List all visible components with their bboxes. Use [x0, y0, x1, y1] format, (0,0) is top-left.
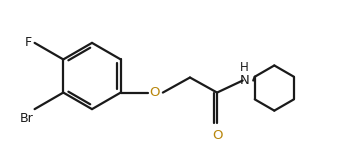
Text: Br: Br — [19, 112, 33, 125]
Text: N: N — [239, 74, 249, 87]
Text: O: O — [212, 129, 222, 142]
Text: O: O — [149, 86, 160, 99]
Text: F: F — [25, 36, 32, 49]
Text: H: H — [240, 61, 248, 74]
